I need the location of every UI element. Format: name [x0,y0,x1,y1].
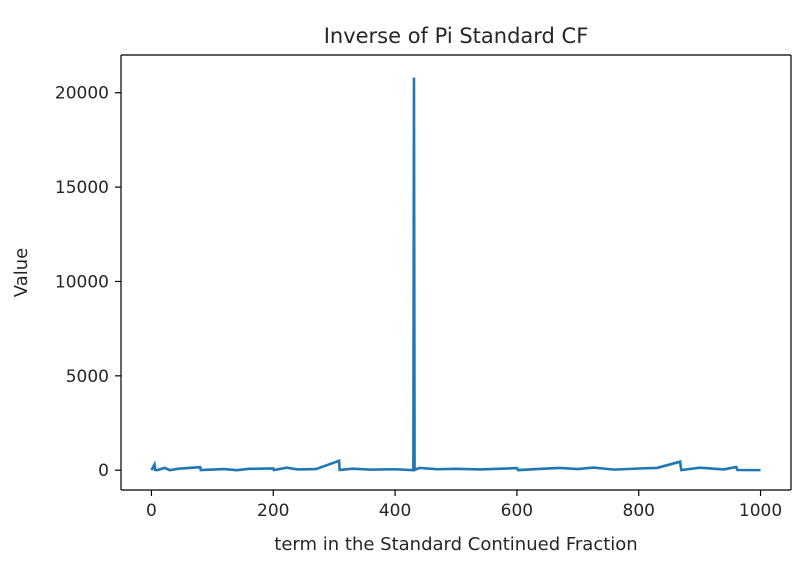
x-tick-label: 400 [379,501,411,521]
y-tick-label: 20000 [55,84,109,104]
y-tick-label: 0 [98,461,109,481]
y-axis: 0 5000 10000 15000 20000 [55,84,121,481]
series-line [150,77,761,472]
x-axis-label: term in the Standard Continued Fraction [274,534,637,555]
plot-area [120,54,792,491]
y-tick-label: 15000 [55,178,109,198]
x-tick-label: 0 [146,501,157,521]
x-axis: 0 200 400 600 800 1000 [146,490,782,521]
y-axis-label: Value [11,248,32,297]
x-tick-label: 1000 [739,501,782,521]
x-tick-label: 200 [257,501,289,521]
y-tick-label: 5000 [66,367,109,387]
chart-title: Inverse of Pi Standard CF [324,24,589,48]
x-tick-label: 600 [501,501,533,521]
x-tick-label: 800 [623,501,655,521]
y-tick-label: 10000 [55,272,109,292]
